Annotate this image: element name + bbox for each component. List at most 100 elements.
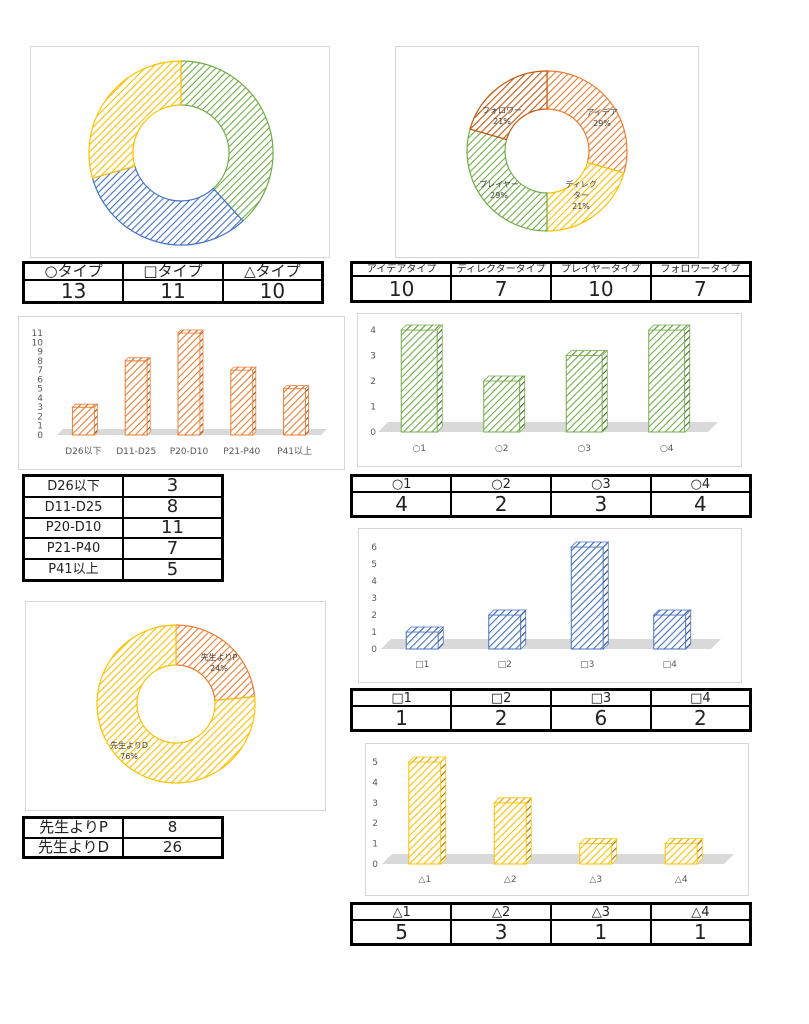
y-tick-label: 3 xyxy=(370,352,376,362)
table-cell: 4 xyxy=(350,491,453,518)
y-tick-label: 3 xyxy=(372,799,378,809)
table-cell: 2 xyxy=(450,491,552,518)
table-square: □1 □2 □3 □4 1 2 6 2 xyxy=(350,688,752,732)
bar xyxy=(482,375,526,433)
bar xyxy=(400,324,444,433)
x-category-label: ○2 xyxy=(495,444,509,454)
table-cell: 先生よりP xyxy=(22,816,124,839)
bar xyxy=(565,349,609,433)
table-level: D26以下 3 D11-D25 8 P20-D10 11 P21-P40 7 P41以上… xyxy=(22,474,224,582)
table-cell: 1 xyxy=(550,919,652,946)
table-cell: 2 xyxy=(649,705,752,732)
donut-slice xyxy=(88,60,182,179)
donut-percent-label: 76% xyxy=(120,752,138,761)
bar xyxy=(407,756,447,865)
y-tick-label: 0 xyxy=(371,645,377,655)
table-cell: 7 xyxy=(450,275,552,303)
table-cell: 7 xyxy=(122,537,224,561)
bar xyxy=(493,796,533,865)
table-cell: 11 xyxy=(122,279,224,304)
y-tick-label: 2 xyxy=(370,377,376,387)
table-header: アイデアタイプ xyxy=(350,261,453,278)
x-category-label: □3 xyxy=(580,660,594,670)
table-header: □2 xyxy=(450,688,552,708)
bar xyxy=(578,837,618,865)
bar xyxy=(229,366,257,436)
table-header: □4 xyxy=(649,688,752,708)
chart-type-donut-svg xyxy=(88,60,274,246)
y-tick-label: 6 xyxy=(37,375,43,385)
donut-slice xyxy=(466,128,548,232)
donut-slice xyxy=(546,70,628,174)
bar xyxy=(405,626,445,650)
donut-category-label: 先生よりD xyxy=(110,740,148,750)
chart-triangle-bar-svg: 0 1 2 3 4 5 △1 △2 △3 △4 xyxy=(372,756,734,885)
chart-floor xyxy=(378,422,718,432)
chart-square-bar: 0 1 2 3 4 5 6 □1 □2 □3 □4 xyxy=(358,528,742,683)
bar xyxy=(177,329,204,436)
table-cell: D11-D25 xyxy=(22,495,124,519)
chart-floor xyxy=(381,639,721,649)
table-header: △4 xyxy=(649,902,752,922)
y-tick-label: 4 xyxy=(370,326,376,336)
y-tick-label: 4 xyxy=(372,778,378,788)
table-header: ○タイプ xyxy=(22,261,125,281)
y-tick-label: 4 xyxy=(37,394,43,404)
chart-role-donut-svg: アイデア 29% ディレクター 21% プレイヤー 29% フォロワー 21% xyxy=(466,70,628,232)
table-cell: P20-D10 xyxy=(22,516,124,540)
y-tick-label: 1 xyxy=(37,422,43,432)
x-category-label: △1 xyxy=(418,875,431,885)
table-type: ○タイプ □タイプ △タイプ 13 11 10 xyxy=(22,261,324,304)
bar xyxy=(664,837,704,865)
table-cell: 1 xyxy=(350,705,453,732)
donut-category-label: ター xyxy=(573,191,589,200)
table-header: □3 xyxy=(550,688,652,708)
x-category-label: □2 xyxy=(498,660,512,670)
donut-slice xyxy=(175,624,256,702)
table-circle: ○1 ○2 ○3 ○4 4 2 3 4 xyxy=(350,474,752,518)
table-cell: 6 xyxy=(550,705,652,732)
x-category-label: ○4 xyxy=(660,444,674,454)
table-cell: 10 xyxy=(221,279,324,304)
donut-percent-label: 21% xyxy=(493,117,511,126)
y-tick-label: 7 xyxy=(37,366,43,376)
table-cell: 1 xyxy=(649,919,752,946)
table-header: △1 xyxy=(350,902,453,922)
table-cell: 3 xyxy=(550,491,652,518)
y-tick-label: 11 xyxy=(32,329,43,339)
table-header: ○1 xyxy=(350,474,453,494)
table-cell: 11 xyxy=(122,516,224,540)
y-tick-label: 5 xyxy=(37,385,43,395)
y-tick-label: 3 xyxy=(37,403,43,413)
donut-percent-label: 21% xyxy=(572,202,590,211)
table-cell: 3 xyxy=(122,474,224,498)
x-category-label: □4 xyxy=(663,660,678,670)
chart-level-bar: 0 1 2 3 4 5 6 7 8 9 10 11 D26以下 D11-D25 P20-D10 P21-P40… xyxy=(18,316,345,470)
y-tick-label: 6 xyxy=(371,543,377,553)
y-tick-label: 3 xyxy=(371,594,377,604)
table-cell: 10 xyxy=(550,275,652,303)
y-tick-label: 0 xyxy=(372,860,378,870)
x-category-label: □1 xyxy=(415,660,429,670)
table-header: ○2 xyxy=(450,474,552,494)
table-cell: 2 xyxy=(450,705,552,732)
table-header: プレイヤータイプ xyxy=(550,261,652,278)
x-category-label: P20-D10 xyxy=(170,447,209,457)
y-tick-label: 0 xyxy=(37,431,43,441)
table-triangle: △1 △2 △3 △4 5 3 1 1 xyxy=(350,902,752,946)
y-tick-label: 1 xyxy=(371,628,377,638)
bar xyxy=(124,356,152,436)
table-header: フォロワータイプ xyxy=(649,261,752,278)
y-tick-label: 2 xyxy=(371,611,377,621)
table-role: アイデアタイプ ディレクタータイプ プレイヤータイプ フォロワータイプ 10 7… xyxy=(350,261,752,303)
table-cell: 8 xyxy=(122,816,224,839)
table-header: △3 xyxy=(550,902,652,922)
bar xyxy=(487,609,527,650)
chart-type-donut xyxy=(30,46,330,258)
x-category-label: ○3 xyxy=(577,444,591,454)
table-header: ○3 xyxy=(550,474,652,494)
donut-category-label: ディレク xyxy=(565,179,596,189)
table-cell: 先生よりD xyxy=(22,836,124,859)
x-category-label: △3 xyxy=(589,875,602,885)
donut-category-label: アイデア xyxy=(586,107,618,117)
